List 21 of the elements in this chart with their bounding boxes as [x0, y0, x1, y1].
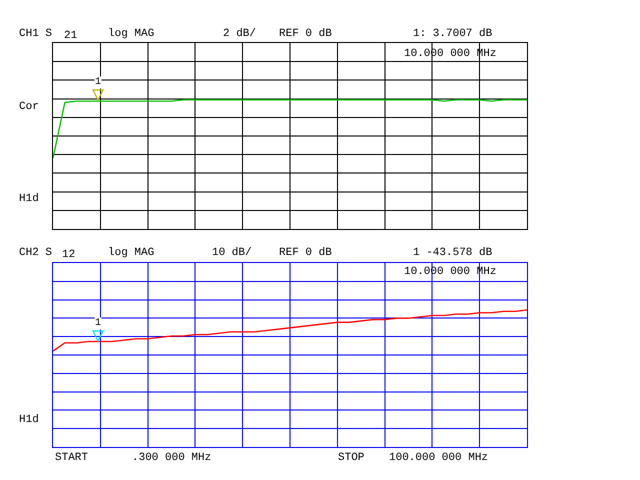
text: 12: [62, 249, 76, 261]
text: STOP: [338, 452, 365, 464]
text: 1: [95, 77, 102, 88]
text: 1: 3.7007 dB: [413, 28, 493, 40]
text: 21: [64, 30, 78, 42]
text: 1 -43.578 dB: [413, 247, 493, 259]
text: H1d: [19, 414, 39, 426]
text: START: [55, 452, 88, 464]
text: 10 dB/: [212, 247, 252, 259]
text: CH2 S: [19, 247, 52, 259]
text: H1d: [19, 193, 39, 205]
text: REF 0 dB: [279, 247, 332, 259]
text: Cor: [19, 101, 39, 113]
text: .300 000 MHz: [132, 452, 212, 464]
text: log MAG: [108, 28, 154, 40]
text: log MAG: [108, 247, 154, 259]
text: 100.000 000 MHz: [389, 452, 488, 464]
text: 2 dB/: [223, 28, 256, 40]
annotation: 1: [95, 318, 102, 329]
text: CH1 S: [19, 28, 52, 40]
text: REF 0 dB: [279, 28, 332, 40]
